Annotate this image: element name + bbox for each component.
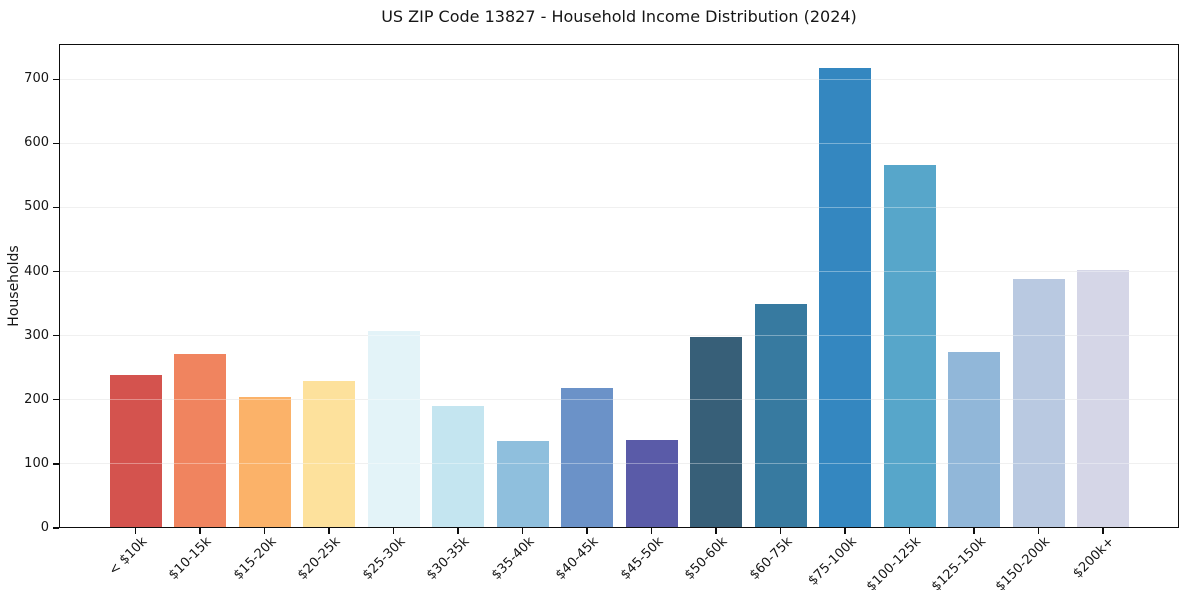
gridline-y-700: [59, 78, 1179, 80]
x-tick-label: $40-45k: [553, 534, 602, 583]
y-tick: [53, 527, 59, 529]
gridline-y-300: [59, 335, 1179, 337]
y-tick-label: 0: [40, 520, 49, 535]
x-tick-label: $100-125k: [864, 534, 925, 590]
x-tick-label: $10-15k: [166, 534, 215, 583]
x-tick: [392, 528, 395, 534]
gridline-y-400: [59, 271, 1179, 273]
bar-9: [690, 337, 742, 528]
gridline-y-200: [59, 399, 1179, 401]
x-tick-label: $60-75k: [746, 534, 796, 583]
x-tick-label: $15-20k: [230, 534, 280, 583]
x-tick-label: $150-200k: [993, 534, 1054, 590]
x-tick: [779, 528, 782, 534]
bar-13: [948, 351, 1000, 528]
plot-area: [59, 44, 1179, 528]
x-tick: [650, 528, 653, 534]
x-tick-label: $75-100k: [805, 534, 860, 589]
x-tick: [199, 528, 201, 534]
y-tick-label: 400: [24, 263, 49, 279]
x-tick: [715, 528, 717, 534]
gridline-y-100: [59, 463, 1179, 465]
x-tick: [1037, 528, 1040, 534]
gridline-y-100: [59, 463, 1179, 465]
bar-8: [625, 439, 678, 528]
x-tick: [1102, 528, 1104, 534]
gridline-y-600: [59, 142, 1179, 144]
x-tick-label: $125-150k: [928, 534, 989, 590]
bar-1: [174, 353, 226, 528]
bar-2: [238, 396, 291, 528]
y-tick: [53, 399, 59, 401]
y-tick: [53, 270, 59, 273]
x-tick: [586, 528, 588, 534]
bar-0: [109, 375, 162, 528]
x-tick-label: $200k+: [1070, 534, 1118, 582]
x-tick-label: < $10k: [106, 534, 151, 579]
x-tick: [134, 528, 137, 534]
bar-3: [303, 380, 355, 528]
y-tick-label: 300: [24, 327, 49, 343]
y-tick: [53, 206, 59, 209]
x-tick-label: $25-30k: [359, 534, 409, 583]
bar-4: [367, 330, 420, 528]
bar-10: [754, 303, 807, 528]
x-tick: [263, 528, 266, 534]
chart-title: US ZIP Code 13827 - Household Income Dis…: [381, 7, 857, 26]
x-tick-label: $35-40k: [488, 534, 538, 583]
y-tick-label: 100: [24, 455, 49, 471]
gridline-y-700: [59, 78, 1179, 80]
x-tick: [328, 528, 330, 534]
x-tick: [521, 528, 524, 534]
gridline-y-500: [59, 206, 1179, 208]
bar-5: [432, 405, 484, 528]
x-tick-label: $45-50k: [617, 534, 667, 583]
y-axis-label: Households: [6, 245, 22, 327]
gridline-y-300: [59, 335, 1179, 337]
x-tick: [457, 528, 459, 534]
y-tick: [53, 334, 59, 337]
y-tick: [53, 463, 59, 465]
x-tick: [844, 528, 846, 534]
bar-15: [1077, 269, 1129, 528]
y-tick: [53, 142, 59, 145]
y-tick-label: 500: [24, 199, 49, 215]
y-tick-label: 200: [24, 391, 49, 407]
bar-6: [496, 440, 549, 528]
bar-14: [1012, 279, 1065, 528]
x-tick-label: $50-60k: [682, 534, 731, 583]
x-tick-label: $20-25k: [295, 534, 344, 583]
x-tick: [908, 528, 911, 534]
bar-12: [883, 164, 936, 528]
bar-7: [561, 387, 613, 528]
x-tick-label: $30-35k: [424, 534, 473, 583]
y-tick-label: 600: [24, 135, 49, 151]
y-tick-label: 700: [24, 71, 49, 87]
bar-11: [819, 68, 871, 528]
gridline-y-500: [59, 206, 1179, 208]
gridline-y-400: [59, 271, 1179, 273]
y-tick: [53, 78, 59, 80]
x-tick: [973, 528, 975, 534]
gridline-y-200: [59, 399, 1179, 401]
gridline-y-600: [59, 142, 1179, 144]
